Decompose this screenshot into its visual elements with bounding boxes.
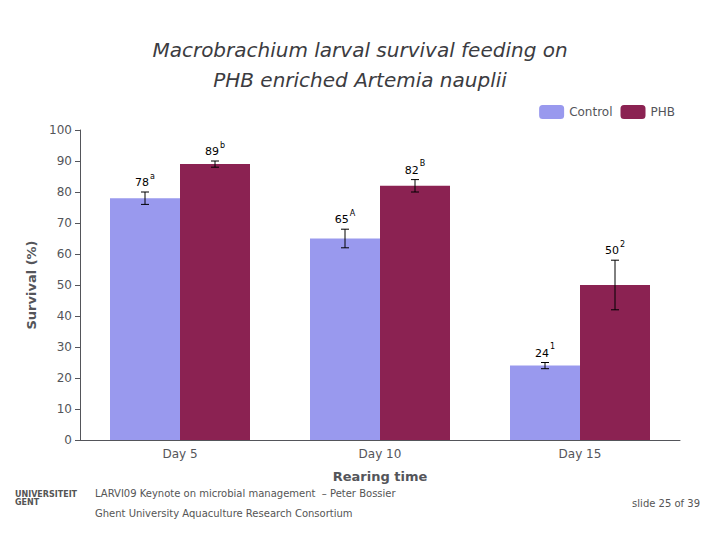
svg-text:slide 25 of 39: slide 25 of 39 [632, 498, 700, 509]
svg-text:89: 89 [205, 145, 219, 158]
svg-text:30: 30 [57, 340, 72, 354]
svg-text:B: B [420, 159, 426, 168]
svg-text:Survival (%): Survival (%) [24, 240, 39, 329]
svg-text:Control: Control [569, 105, 612, 119]
svg-text:100: 100 [49, 123, 72, 137]
svg-text:10: 10 [57, 402, 72, 416]
svg-text:40: 40 [57, 309, 72, 323]
svg-text:1: 1 [550, 342, 555, 351]
svg-text:GENT: GENT [15, 498, 40, 507]
svg-text:78: 78 [135, 176, 149, 189]
svg-text:50: 50 [57, 278, 72, 292]
svg-text:20: 20 [57, 371, 72, 385]
svg-text:b: b [220, 141, 225, 150]
svg-text:Day 5: Day 5 [162, 447, 197, 461]
svg-text:LARVI09 Keynote on microbial m: LARVI09 Keynote on microbial management … [95, 488, 396, 499]
svg-text:Day 10: Day 10 [359, 447, 402, 461]
svg-text:UNIVERSITEIT: UNIVERSITEIT [15, 489, 78, 499]
svg-text:24: 24 [535, 347, 549, 360]
svg-text:0: 0 [64, 433, 72, 447]
svg-text:2: 2 [620, 240, 625, 249]
svg-text:PHB: PHB [651, 105, 676, 119]
svg-text:65: 65 [335, 213, 349, 226]
svg-text:60: 60 [57, 247, 72, 261]
svg-text:82: 82 [405, 164, 419, 177]
svg-text:Macrobrachium larval survival: Macrobrachium larval survival feeding on [152, 38, 567, 62]
svg-text:Rearing time: Rearing time [333, 469, 428, 484]
svg-text:90: 90 [57, 154, 72, 168]
svg-text:70: 70 [57, 216, 72, 230]
svg-text:a: a [150, 172, 155, 181]
svg-text:Day 15: Day 15 [559, 447, 602, 461]
svg-text:A: A [350, 209, 356, 218]
svg-text:50: 50 [605, 244, 619, 257]
svg-text:80: 80 [57, 185, 72, 199]
svg-text:Ghent University Aquaculture R: Ghent University Aquaculture Research Co… [95, 508, 353, 519]
svg-text:PHB enriched Artemia nauplii: PHB enriched Artemia nauplii [213, 68, 507, 92]
